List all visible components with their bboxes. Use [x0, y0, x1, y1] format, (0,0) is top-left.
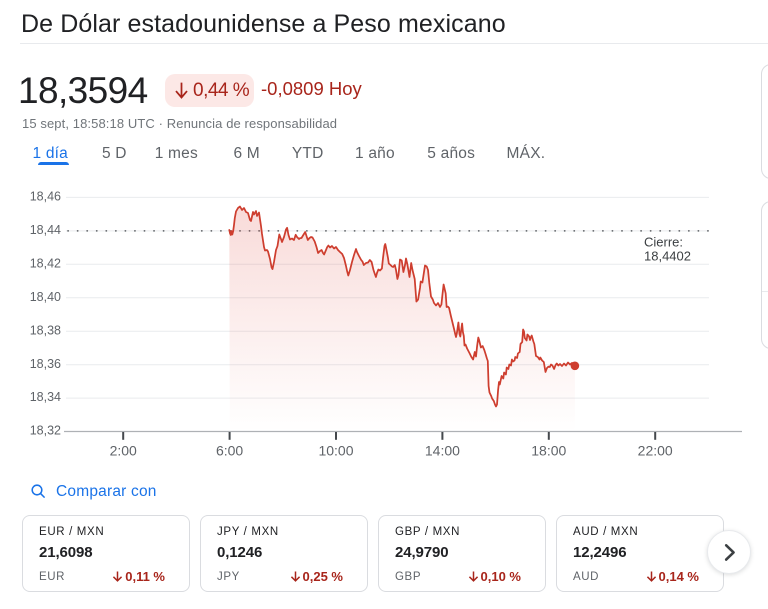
- svg-text:Cierre:: Cierre:: [644, 235, 683, 250]
- svg-text:18,36: 18,36: [30, 357, 61, 371]
- svg-text:6:00: 6:00: [216, 442, 243, 458]
- svg-text:18,32: 18,32: [30, 424, 61, 438]
- svg-text:18,42: 18,42: [30, 256, 61, 270]
- svg-text:18:00: 18:00: [531, 442, 566, 458]
- svg-text:14:00: 14:00: [425, 442, 460, 458]
- svg-text:18,38: 18,38: [30, 323, 61, 337]
- svg-text:18,34: 18,34: [30, 390, 61, 404]
- svg-text:2:00: 2:00: [110, 442, 137, 458]
- svg-text:18,46: 18,46: [30, 190, 61, 204]
- svg-text:10:00: 10:00: [318, 442, 353, 458]
- svg-text:18,4402: 18,4402: [644, 249, 691, 264]
- svg-text:18,44: 18,44: [30, 223, 61, 237]
- svg-text:18,40: 18,40: [30, 290, 61, 304]
- svg-text:22:00: 22:00: [638, 442, 673, 458]
